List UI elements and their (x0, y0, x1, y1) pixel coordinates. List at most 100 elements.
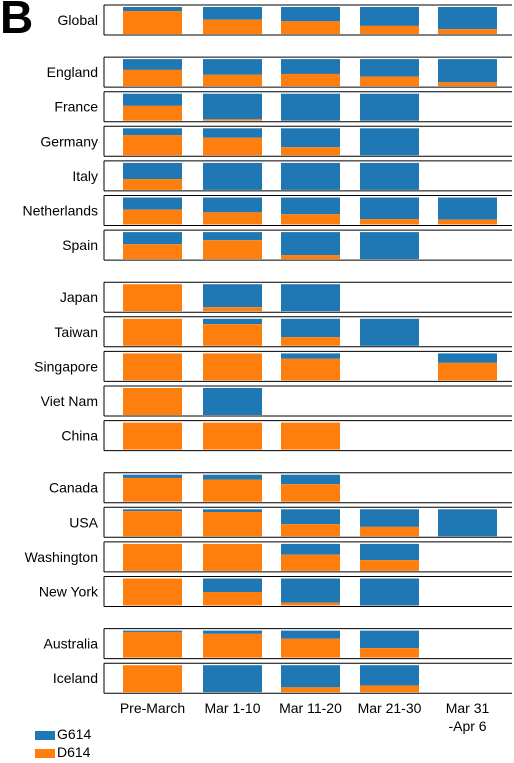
bar-d614-usa-1 (203, 512, 262, 537)
bar-g614-japan-2 (281, 284, 340, 312)
bar-d614-taiwan-2 (281, 337, 340, 346)
bar-d614-china-2 (281, 422, 340, 450)
bar-g614-singapore-4 (438, 353, 497, 363)
bar-g614-netherlands-1 (203, 197, 262, 213)
bar-g614-france-2 (281, 93, 340, 121)
bar-g614-global-2 (281, 7, 340, 22)
bar-d614-germany-0 (123, 135, 182, 156)
bar-g614-spain-2 (281, 232, 340, 256)
region-label-netherlands: Netherlands (23, 203, 99, 219)
bar-g614-germany-1 (203, 128, 262, 138)
region-label-italy: Italy (72, 168, 98, 184)
bar-g614-taiwan-2 (281, 318, 340, 338)
legend-d614-label: D614 (57, 744, 91, 760)
bar-g614-global-1 (203, 7, 262, 20)
region-label-japan: Japan (60, 289, 98, 305)
bar-g614-global-0 (123, 7, 182, 12)
bar-d614-taiwan-0 (123, 318, 182, 346)
bar-g614-iceland-2 (281, 665, 340, 688)
period-label-3: Mar 21-30 (358, 700, 422, 716)
period-label-4: Mar 31 -Apr 6 (446, 700, 490, 734)
bar-g614-netherlands-0 (123, 197, 182, 210)
bar-d614-usa-3 (360, 526, 419, 537)
bar-g614-spain-0 (123, 232, 182, 245)
bar-d614-italy-0 (123, 179, 182, 190)
bar-d614-netherlands-1 (203, 212, 262, 225)
bar-g614-france-0 (123, 93, 182, 106)
bar-d614-spain-2 (281, 255, 340, 260)
bar-d614-china-1 (203, 422, 262, 450)
region-label-australia: Australia (44, 636, 99, 652)
bar-g614-new-york-3 (360, 578, 419, 606)
bar-d614-spain-1 (203, 240, 262, 260)
bar-g614-australia-2 (281, 630, 340, 639)
bar-d614-washington-2 (281, 554, 340, 571)
bar-d614-australia-2 (281, 638, 340, 658)
bar-g614-usa-1 (203, 509, 262, 512)
bar-d614-global-2 (281, 21, 340, 34)
region-label-england: England (47, 64, 98, 80)
panel-letter: B (0, 0, 34, 43)
bar-d614-singapore-4 (438, 362, 497, 381)
bar-g614-australia-3 (360, 630, 419, 649)
region-label-canada: Canada (49, 480, 98, 496)
bar-g614-iceland-1 (203, 665, 262, 693)
bar-d614-usa-0 (123, 511, 182, 537)
bar-d614-canada-2 (281, 484, 340, 502)
bar-g614-netherlands-4 (438, 197, 497, 220)
bar-d614-global-4 (438, 29, 497, 34)
bar-d614-germany-2 (281, 147, 340, 156)
region-label-germany: Germany (40, 133, 98, 149)
bar-g614-new-york-1 (203, 578, 262, 592)
bar-d614-england-4 (438, 82, 497, 87)
bar-d614-taiwan-1 (203, 324, 262, 346)
bar-d614-iceland-3 (360, 685, 419, 693)
bar-d614-viet-nam-0 (123, 388, 182, 415)
bar-g614-usa-2 (281, 509, 340, 525)
region-label-iceland: Iceland (53, 670, 98, 686)
bar-g614-england-1 (203, 59, 262, 75)
bar-g614-singapore-2 (281, 353, 340, 359)
bar-d614-netherlands-4 (438, 219, 497, 225)
bar-d614-new-york-0 (123, 578, 182, 606)
bar-d614-iceland-2 (281, 687, 340, 693)
bar-g614-spain-3 (360, 232, 419, 260)
period-label-1: Mar 1-10 (204, 700, 260, 716)
bar-g614-germany-2 (281, 128, 340, 148)
bar-d614-iceland-0 (123, 665, 182, 693)
bar-g614-global-3 (360, 7, 419, 26)
legend-g614: G614 (35, 726, 91, 742)
bar-g614-usa-4 (438, 509, 497, 537)
region-label-china: China (61, 428, 98, 444)
bar-g614-usa-0 (123, 509, 182, 512)
region-label-taiwan: Taiwan (54, 324, 98, 340)
region-label-global: Global (58, 12, 98, 28)
bar-d614-netherlands-3 (360, 219, 419, 225)
bar-d614-spain-0 (123, 244, 182, 260)
bar-d614-england-0 (123, 69, 182, 87)
bar-d614-china-0 (123, 422, 182, 450)
bar-g614-england-2 (281, 59, 340, 74)
legend-d614: D614 (35, 744, 90, 760)
bar-d614-washington-3 (360, 560, 419, 571)
bar-g614-germany-3 (360, 128, 419, 156)
bar-g614-viet-nam-1 (203, 388, 262, 415)
bar-g614-canada-2 (281, 474, 340, 485)
bar-g614-global-4 (438, 7, 497, 30)
bar-g614-canada-0 (123, 474, 182, 478)
region-label-new-york: New York (39, 584, 99, 600)
bar-g614-taiwan-3 (360, 318, 419, 346)
region-label-washington: Washington (25, 549, 98, 565)
bar-d614-england-2 (281, 73, 340, 87)
bar-g614-germany-0 (123, 128, 182, 136)
bar-g614-italy-0 (123, 162, 182, 180)
bar-d614-new-york-1 (203, 592, 262, 606)
bar-d614-global-1 (203, 19, 262, 34)
bar-d614-england-3 (360, 76, 419, 87)
bar-g614-canada-1 (203, 474, 262, 480)
bar-g614-iceland-3 (360, 665, 419, 686)
bar-g614-japan-1 (203, 284, 262, 308)
region-label-usa: USA (69, 514, 98, 530)
bar-g614-taiwan-1 (203, 318, 262, 325)
